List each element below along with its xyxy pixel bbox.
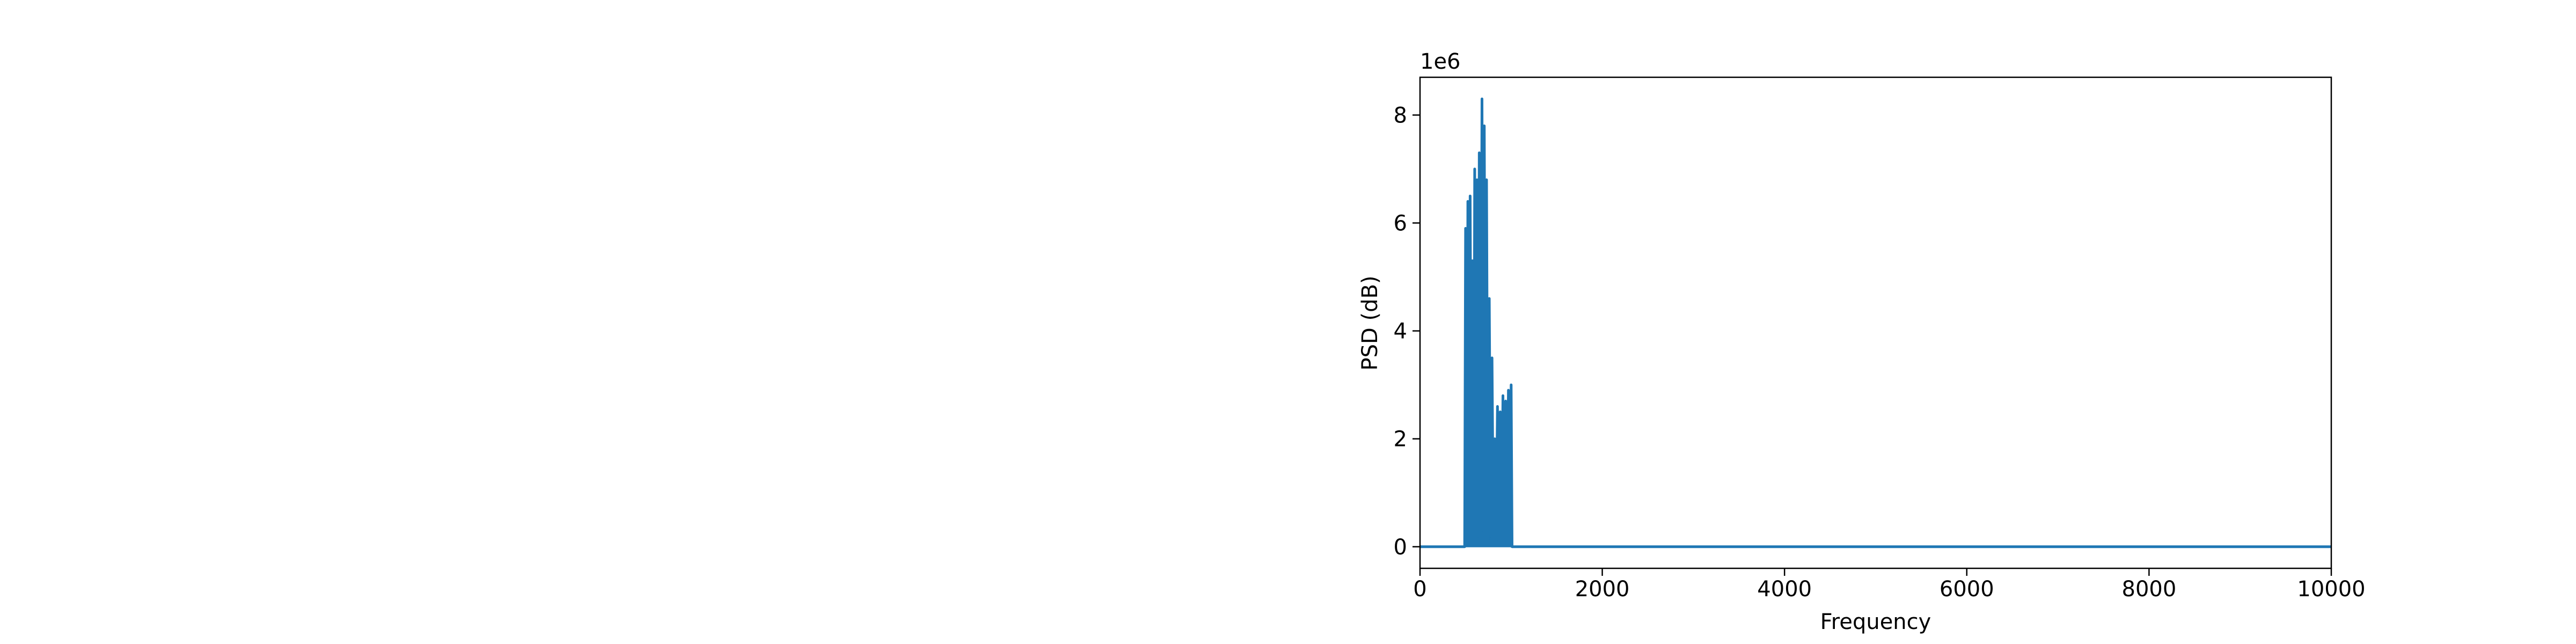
- plot-area: [1420, 97, 2331, 548]
- x-tick-label: 8000: [2122, 577, 2177, 602]
- y-tick-label: 4: [1394, 319, 1407, 344]
- y-tick-label: 2: [1394, 427, 1407, 452]
- x-tick-label: 0: [1413, 577, 1426, 602]
- x-tick-label: 6000: [1940, 577, 1994, 602]
- x-tick-label: 4000: [1757, 577, 1812, 602]
- x-axis-label: Frequency: [1820, 610, 1931, 634]
- y-offset-label: 1e6: [1420, 49, 1461, 74]
- x-tick-label: 2000: [1575, 577, 1630, 602]
- y-tick-label: 6: [1394, 211, 1407, 236]
- y-axis-label: PSD (dB): [1358, 275, 1382, 370]
- y-tick-label: 8: [1394, 103, 1407, 128]
- y-tick-label: 0: [1394, 535, 1407, 560]
- axes-frame: [1419, 76, 2332, 569]
- x-tick-label: 10000: [2297, 577, 2365, 602]
- y-axis: 0 2 4 6 8: [1394, 103, 1420, 560]
- x-axis: 0 2000 4000 6000 8000 10000: [1413, 568, 2366, 602]
- psd-series-line: [1420, 97, 2331, 548]
